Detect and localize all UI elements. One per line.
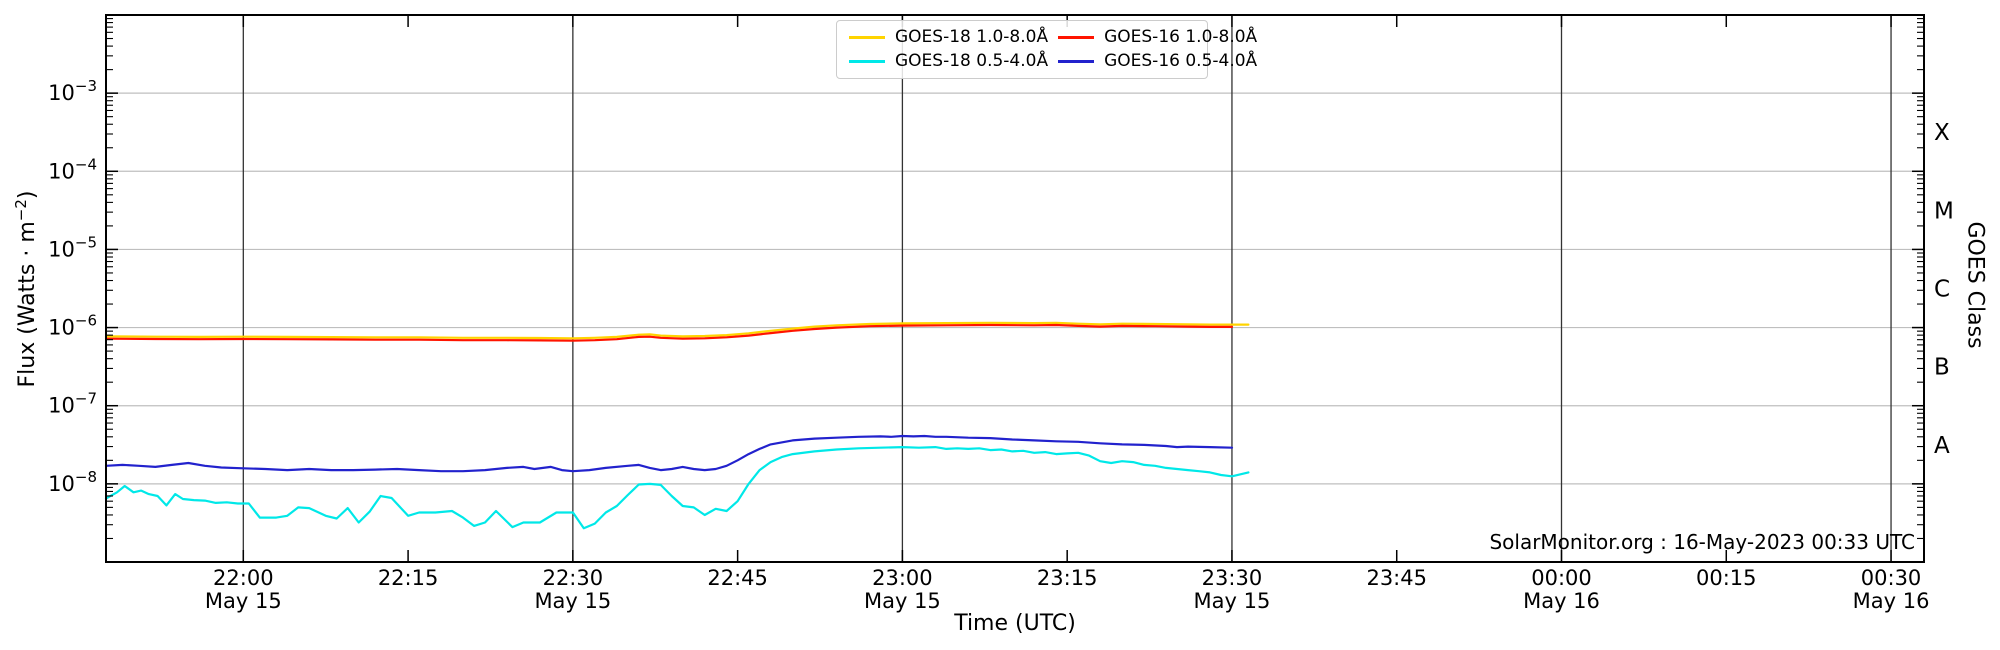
legend-label-goes16-short: GOES-16 0.5-4.0Å <box>1104 51 1258 71</box>
svg-text:10−5: 10−5 <box>48 233 97 261</box>
y-axis-tick-labels: 10−3 10−4 10−5 10−6 10−7 10−8 <box>48 77 97 496</box>
series-goes16-long <box>104 323 1234 342</box>
right-axis-title: GOES Class <box>1962 221 1988 349</box>
svg-text:23:45: 23:45 <box>1366 566 1427 590</box>
svg-text:10−4: 10−4 <box>48 155 97 183</box>
svg-text:10−3: 10−3 <box>48 77 97 105</box>
svg-text:May 16: May 16 <box>1523 589 1600 613</box>
legend-item-goes18-short: GOES-18 0.5-4.0Å <box>849 51 1048 72</box>
svg-text:B: B <box>1934 355 1950 381</box>
x-axis-ticks <box>242 15 1892 562</box>
series-goes18-long <box>104 321 1250 340</box>
legend-swatch-goes18-short <box>849 60 885 63</box>
legend: GOES-18 1.0-8.0Å GOES-16 1.0-8.0Å GOES-1… <box>836 20 1257 79</box>
svg-text:10−6: 10−6 <box>48 312 97 340</box>
svg-text:00:00: 00:00 <box>1531 566 1592 590</box>
series-goes18-short <box>104 446 1250 530</box>
svg-text:M: M <box>1934 198 1954 224</box>
plot-border <box>105 14 1925 563</box>
svg-text:May 15: May 15 <box>1194 589 1271 613</box>
y-axis-title-close: ) <box>15 190 41 200</box>
legend-label-goes18-short: GOES-18 0.5-4.0Å <box>895 51 1049 71</box>
svg-text:22:45: 22:45 <box>707 566 768 590</box>
svg-text:22:15: 22:15 <box>378 566 439 590</box>
svg-text:May 15: May 15 <box>864 589 941 613</box>
svg-text:22:30: 22:30 <box>543 566 604 590</box>
series-goes16-short <box>104 434 1234 473</box>
legend-item-goes16-long: GOES-16 1.0-8.0Å <box>1058 27 1257 48</box>
svg-text:May 15: May 15 <box>534 589 611 613</box>
legend-swatch-goes16-short <box>1058 60 1095 63</box>
svg-text:10−8: 10−8 <box>48 468 97 496</box>
x-axis-title: Time (UTC) <box>954 611 1076 636</box>
svg-text:00:15: 00:15 <box>1696 566 1757 590</box>
svg-text:10−7: 10−7 <box>48 390 97 418</box>
svg-text:May 15: May 15 <box>205 589 282 613</box>
legend-swatch-goes16-long <box>1058 36 1095 39</box>
goes-class-letters: X M C B A <box>1934 120 1954 459</box>
y-axis-title-text: Flux (Watts · m <box>15 221 41 388</box>
svg-text:X: X <box>1934 120 1950 146</box>
svg-text:00:30: 00:30 <box>1861 566 1922 590</box>
y-axis-title-exponent: −2 <box>11 199 30 222</box>
svg-text:23:15: 23:15 <box>1037 566 1098 590</box>
legend-label-goes18-long: GOES-18 1.0-8.0Å <box>895 27 1049 47</box>
svg-text:23:30: 23:30 <box>1202 566 1263 590</box>
svg-text:23:00: 23:00 <box>872 566 933 590</box>
y-axis-title: Flux (Watts · m−2) <box>12 191 40 388</box>
svg-text:22:00: 22:00 <box>213 566 274 590</box>
y-axis-ticks <box>106 18 1924 540</box>
legend-item-goes16-short: GOES-16 0.5-4.0Å <box>1058 51 1257 72</box>
legend-swatch-goes18-long <box>849 36 885 39</box>
legend-item-goes18-long: GOES-18 1.0-8.0Å <box>849 27 1048 48</box>
legend-label-goes16-long: GOES-16 1.0-8.0Å <box>1104 27 1258 47</box>
svg-text:C: C <box>1934 277 1950 303</box>
svg-text:A: A <box>1934 433 1950 459</box>
h-gridlines <box>106 92 1924 485</box>
svg-text:May 16: May 16 <box>1853 589 1930 613</box>
source-timestamp-annotation: SolarMonitor.org : 16-May-2023 00:33 UTC <box>1489 530 1915 554</box>
v-gridlines <box>242 15 1892 562</box>
